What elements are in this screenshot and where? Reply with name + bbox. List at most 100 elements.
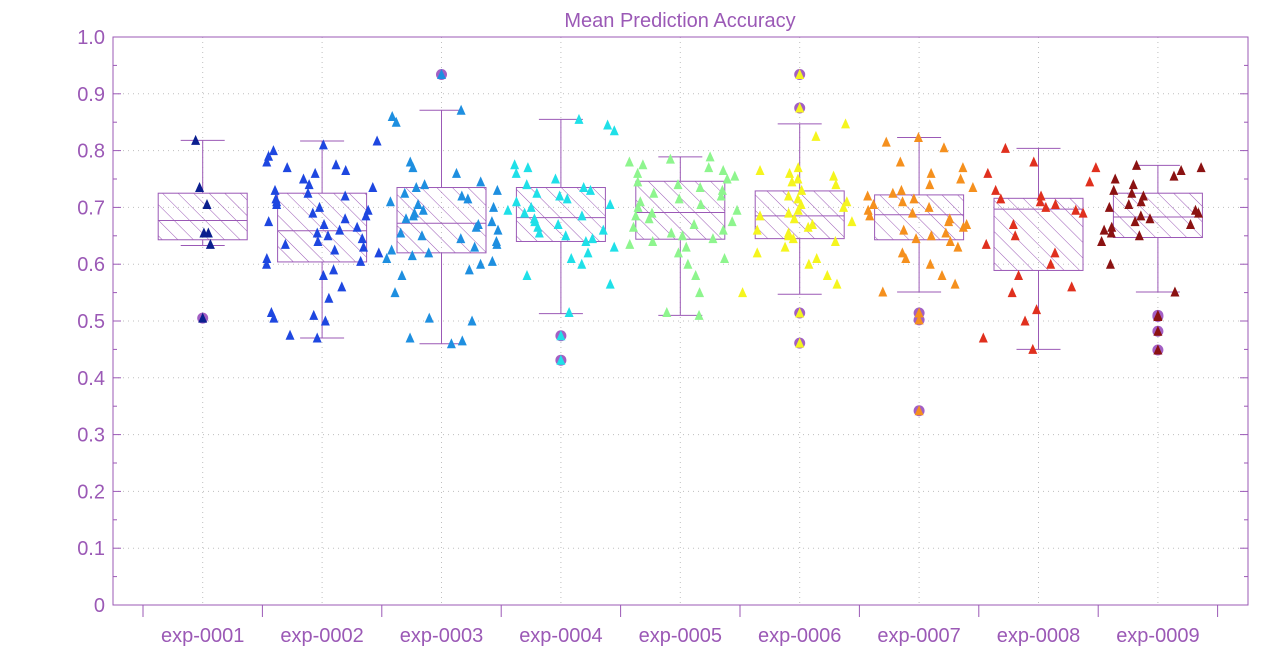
data-point	[331, 159, 341, 170]
points-exp-0001	[191, 134, 215, 324]
data-point	[926, 167, 936, 178]
data-point	[577, 210, 587, 221]
data-point	[556, 330, 566, 341]
data-point	[898, 196, 908, 207]
chart-title: Mean Prediction Accuracy	[564, 10, 795, 32]
data-point	[205, 238, 215, 249]
data-point	[446, 338, 456, 349]
data-point	[356, 255, 366, 266]
y-tick-label: 0.9	[77, 84, 105, 106]
data-point	[907, 207, 917, 218]
data-point	[1078, 207, 1088, 218]
box-exp-0004	[515, 118, 606, 315]
data-point	[605, 199, 615, 210]
data-point	[673, 247, 683, 258]
data-point	[262, 258, 272, 269]
data-point	[752, 247, 762, 258]
data-point	[689, 218, 699, 229]
x-tick-label: exp-0002	[280, 625, 363, 647]
data-point	[492, 238, 502, 249]
data-point	[1170, 286, 1180, 297]
data-point	[696, 199, 706, 210]
data-point	[829, 170, 839, 181]
data-point	[396, 227, 406, 238]
data-point	[780, 241, 790, 252]
data-point	[464, 264, 474, 275]
data-point	[804, 258, 814, 269]
data-point	[413, 199, 423, 210]
x-tick-label: exp-0009	[1116, 625, 1199, 647]
data-point	[195, 182, 205, 193]
data-point	[681, 241, 691, 252]
data-point	[869, 199, 879, 210]
data-point	[532, 187, 542, 198]
data-point	[418, 204, 428, 215]
data-point	[1008, 218, 1018, 229]
data-point	[878, 286, 888, 297]
data-point	[329, 264, 339, 275]
data-point	[526, 201, 536, 212]
data-point	[901, 253, 911, 264]
data-point	[644, 213, 654, 224]
data-point	[1127, 187, 1137, 198]
data-point	[896, 184, 906, 195]
y-tick-label: 0	[94, 595, 105, 617]
data-point	[198, 312, 208, 323]
data-point	[909, 193, 919, 204]
data-point	[718, 164, 728, 175]
data-point	[793, 193, 803, 204]
y-tick-label: 0.8	[77, 141, 105, 163]
data-point	[340, 213, 350, 224]
data-point	[202, 199, 212, 210]
data-point	[1194, 207, 1204, 218]
data-point	[1099, 224, 1109, 235]
data-point	[738, 287, 748, 298]
data-point	[716, 190, 726, 201]
data-point	[199, 227, 209, 238]
data-point	[978, 332, 988, 343]
x-tick-label: exp-0001	[161, 625, 244, 647]
data-point	[1104, 201, 1114, 212]
data-point	[899, 224, 909, 235]
data-point	[633, 176, 643, 187]
data-point	[313, 235, 323, 246]
data-point	[285, 329, 295, 340]
points-exp-0009	[1097, 159, 1206, 356]
data-point	[520, 207, 530, 218]
data-point	[1036, 190, 1046, 201]
data-point	[996, 193, 1006, 204]
data-point	[1109, 184, 1119, 195]
data-point	[783, 190, 793, 201]
data-point	[705, 151, 715, 162]
data-point	[628, 221, 638, 232]
data-point	[272, 199, 282, 210]
data-point	[318, 139, 328, 150]
data-point	[722, 173, 732, 184]
data-point	[579, 182, 589, 193]
box-exp-0003	[396, 109, 487, 345]
data-point	[841, 118, 851, 129]
data-point	[585, 184, 595, 195]
data-point	[1107, 221, 1117, 232]
data-point	[522, 270, 532, 281]
data-point	[577, 258, 587, 269]
data-point	[633, 201, 643, 212]
data-point	[1010, 230, 1020, 241]
data-point	[319, 218, 329, 229]
data-point	[1136, 210, 1146, 221]
data-point	[262, 156, 272, 167]
data-point	[587, 233, 597, 244]
data-point	[695, 182, 705, 193]
data-point	[708, 233, 718, 244]
x-tick-label: exp-0007	[877, 625, 960, 647]
data-point	[510, 159, 520, 170]
data-point	[895, 156, 905, 167]
box-exp-0001	[157, 139, 248, 246]
data-point	[493, 224, 503, 235]
data-point	[359, 241, 369, 252]
data-point	[581, 235, 591, 246]
data-point	[732, 204, 742, 215]
data-point	[944, 216, 954, 227]
data-point	[797, 184, 807, 195]
